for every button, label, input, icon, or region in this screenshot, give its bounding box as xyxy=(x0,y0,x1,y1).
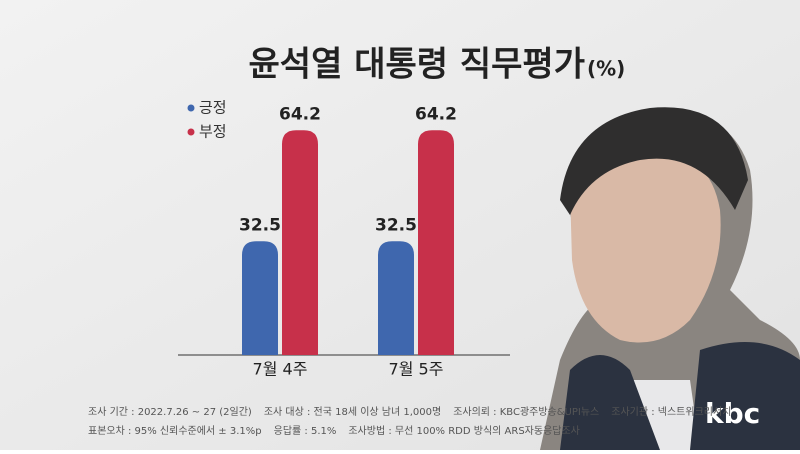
legend-label: 부정 xyxy=(199,123,227,141)
x-tick-label: 7월 4주 xyxy=(253,360,308,379)
logo: kbc xyxy=(705,397,760,430)
chart-title: 윤석열 대통령 직무평가 xyxy=(249,45,585,85)
bar xyxy=(378,241,414,355)
portrait xyxy=(540,107,800,451)
footnote: 조사기관 : 넥스트위크리서치 xyxy=(611,405,731,418)
legend-marker xyxy=(187,104,195,112)
footnote: 조사 기간 : 2022.7.26 ~ 27 (2일간) xyxy=(88,406,252,418)
bar xyxy=(282,130,318,355)
bar xyxy=(242,241,278,355)
footnote: 조사방법 : 무선 100% RDD 방식의 ARS자동응답조사 xyxy=(348,425,580,437)
footnote: 조사의뢰 : KBC광주방송&UPI뉴스 xyxy=(453,406,599,418)
bar xyxy=(418,130,454,355)
footnote: 표본오차 : 95% 신뢰수준에서 ± 3.1%p xyxy=(88,425,262,437)
value-label: 64.2 xyxy=(279,104,321,124)
value-label: 32.5 xyxy=(239,215,281,235)
chart-unit: (%) xyxy=(587,57,625,81)
legend-marker xyxy=(187,128,195,136)
x-tick-label: 7월 5주 xyxy=(389,360,444,379)
legend-label: 긍정 xyxy=(199,99,227,117)
value-label: 64.2 xyxy=(415,104,457,124)
footnote: 응답률 : 5.1% xyxy=(274,425,337,437)
value-label: 32.5 xyxy=(375,215,417,235)
footnote: 조사 대상 : 전국 18세 이상 남녀 1,000명 xyxy=(264,406,441,418)
